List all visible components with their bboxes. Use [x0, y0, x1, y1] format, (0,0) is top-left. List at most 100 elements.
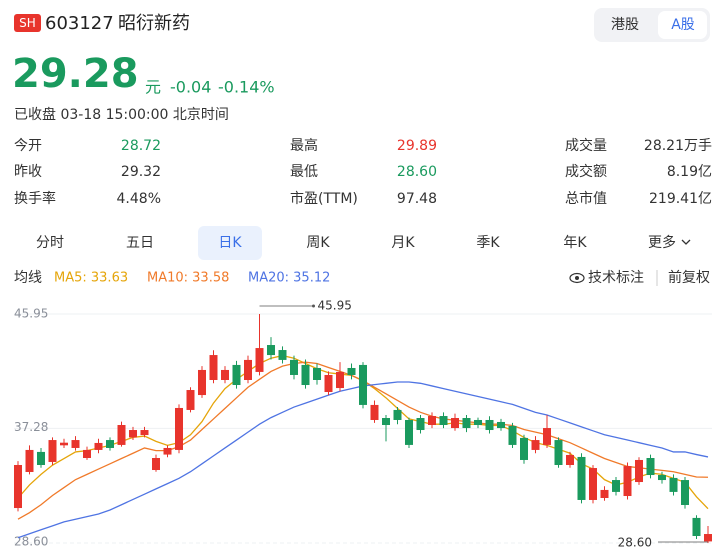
high-label: 45.95 — [318, 299, 352, 313]
candle-body — [359, 364, 367, 405]
period-tab[interactable]: 年K — [563, 235, 587, 251]
candle-body — [635, 459, 643, 483]
candle-body — [382, 418, 390, 426]
candle-body — [370, 404, 379, 420]
candle-body — [531, 440, 540, 450]
candle-body — [462, 418, 471, 429]
candle-body — [497, 421, 505, 429]
candle-body — [94, 442, 103, 450]
tech-mark-toggle[interactable]: 技术标注 — [588, 270, 644, 286]
stock-code: 603127 — [45, 13, 114, 34]
price-unit: 元 — [145, 78, 161, 97]
y-tick-label: 28.60 — [14, 535, 48, 549]
stat-value: 28.72 — [121, 138, 161, 154]
period-tabs: 分时 五日 日K 周K 月K 季K 年K 更多 — [36, 234, 676, 251]
candle-body — [290, 359, 298, 375]
candle-body — [267, 345, 275, 356]
candle-body — [278, 350, 287, 360]
candle-body — [554, 440, 563, 465]
candle-body — [508, 425, 517, 445]
low-label: 28.60 — [618, 536, 652, 550]
candle-body — [336, 371, 344, 389]
candle-body — [60, 442, 68, 446]
stat-value: 97.48 — [397, 191, 437, 207]
candle-body — [520, 437, 528, 460]
adjust-toggle[interactable]: 前复权 — [668, 269, 710, 286]
period-tab[interactable]: 分时 — [36, 235, 64, 251]
candle-body — [681, 480, 689, 505]
stat-label: 市盈(TTM) — [290, 190, 358, 207]
candle-body — [485, 419, 494, 431]
candle-body — [221, 369, 229, 380]
stat-value: 4.48% — [117, 191, 161, 207]
candle-body — [117, 425, 126, 445]
stat-label: 成交额 — [565, 163, 607, 180]
candle-body — [301, 364, 310, 386]
candle-body — [163, 447, 172, 455]
candle-body — [244, 359, 252, 380]
stat-label: 最低 — [290, 164, 318, 180]
candle-body — [393, 409, 402, 420]
market-tab[interactable]: 港股 — [611, 17, 639, 33]
period-tab[interactable]: 更多 — [648, 234, 676, 251]
candle-body — [692, 517, 701, 537]
stat-value: 29.32 — [121, 164, 161, 180]
candle-body — [543, 428, 551, 445]
candle-body — [589, 468, 597, 500]
stat-value: 219.41亿 — [649, 191, 712, 207]
candle-body — [669, 477, 678, 492]
candle-body — [704, 534, 712, 542]
candle-body — [255, 348, 264, 372]
candle-body — [71, 440, 80, 448]
stat-label: 成交量 — [565, 137, 607, 154]
period-tab[interactable]: 季K — [476, 235, 500, 251]
candle-body — [83, 449, 91, 458]
candle-body — [232, 364, 241, 386]
candle-body — [209, 355, 218, 380]
kline-chart: 45.95 37.28 28.60 45.95 28.60 — [14, 299, 712, 550]
candle-body — [313, 367, 321, 380]
candle-body — [428, 416, 436, 426]
candle-body — [474, 419, 482, 426]
stat-value: 28.60 — [397, 164, 437, 180]
change-pct: -0.14% — [218, 78, 275, 97]
candle-body — [37, 451, 45, 465]
stat-value: 28.21万手 — [644, 138, 712, 154]
candle-body — [612, 480, 620, 492]
candle-body — [623, 466, 632, 497]
candle-body — [347, 367, 356, 375]
more-chevron — [681, 239, 691, 245]
period-tab[interactable]: 五日 — [126, 235, 154, 251]
period-tab[interactable]: 周K — [306, 235, 330, 251]
candle-body — [198, 369, 206, 396]
change: -0.04 — [170, 78, 211, 97]
candle-body — [439, 416, 448, 426]
stat-value: 29.89 — [397, 138, 437, 154]
ma5-legend: MA5: 33.63 — [54, 271, 128, 286]
period-tab[interactable]: 日K — [218, 235, 242, 251]
candle-body — [25, 449, 34, 472]
badge-bg — [14, 14, 41, 32]
candle-body — [175, 407, 183, 450]
candle-body — [48, 440, 57, 462]
market-tab[interactable]: A股 — [671, 17, 695, 33]
ma10-legend: MA10: 33.58 — [147, 271, 229, 286]
y-tick-label: 37.28 — [14, 420, 48, 434]
market-badge: SH — [19, 16, 36, 30]
stat-label: 总市值 — [565, 190, 607, 207]
candle-body — [658, 475, 666, 481]
stock-name: 昭衍新药 — [118, 13, 190, 34]
candle-body — [451, 418, 459, 429]
period-tab[interactable]: 月K — [391, 235, 415, 251]
status: 已收盘 03-18 15:00:00 北京时间 — [14, 106, 229, 123]
market-tab-active-bg — [658, 11, 707, 39]
candle-body — [646, 457, 655, 476]
y-tick-label: 45.95 — [14, 307, 48, 321]
candle-body — [324, 374, 333, 393]
candle-body — [106, 440, 114, 448]
eye-icon — [569, 272, 585, 284]
stat-label: 最高 — [290, 137, 318, 154]
candle-body — [405, 419, 413, 445]
